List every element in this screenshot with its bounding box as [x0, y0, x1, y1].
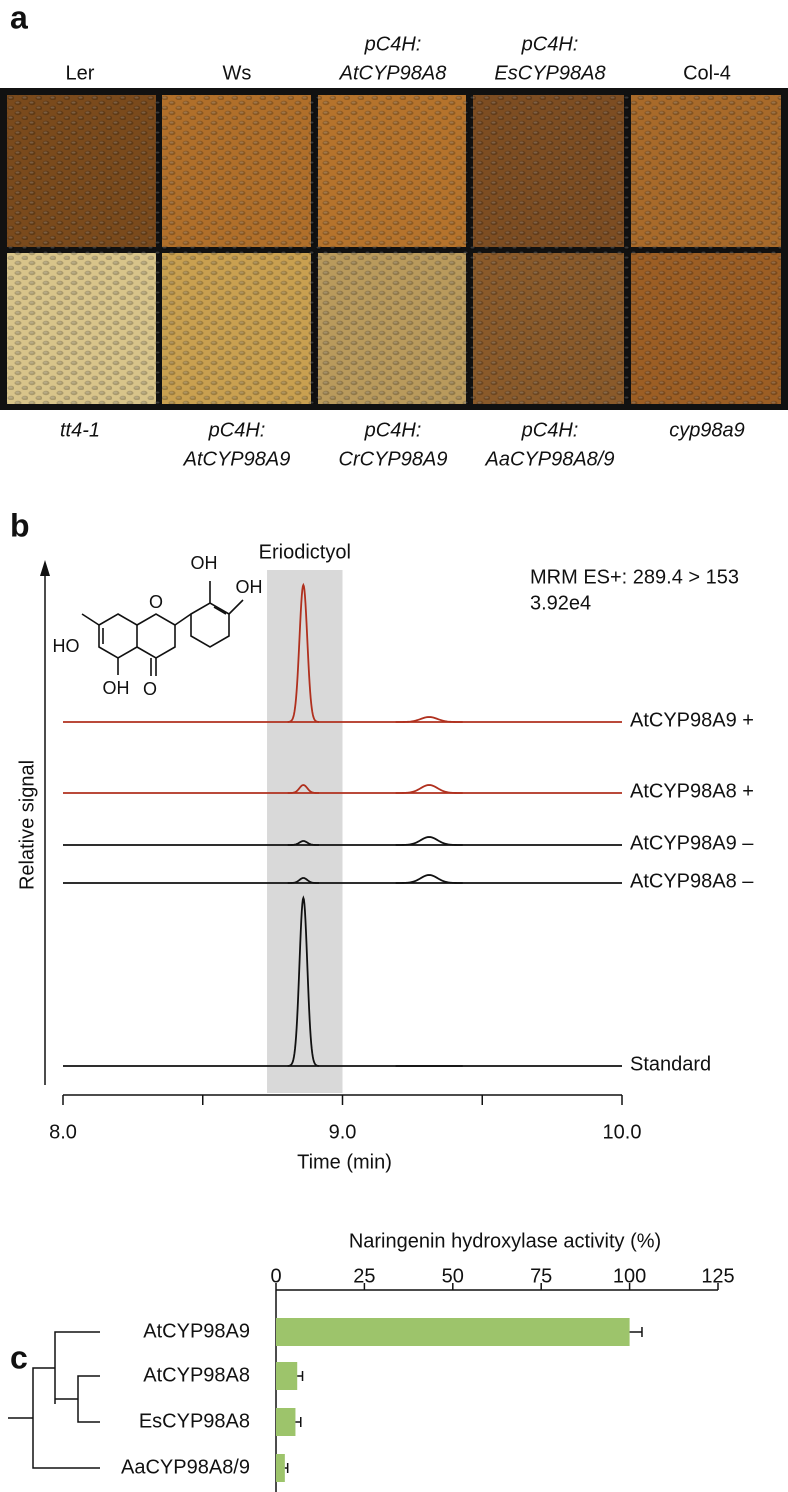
structure [81, 581, 244, 676]
x-axis-label: Time (min) [297, 1151, 392, 1173]
x-tick-label: 9.0 [329, 1121, 357, 1143]
top-label: EsCYP98A8 [494, 62, 605, 84]
top-label: Ws [223, 62, 252, 84]
x-tick-label: 8.0 [49, 1121, 77, 1143]
bottom-label: pC4H: [208, 419, 266, 441]
top-label: Col-4 [683, 62, 731, 84]
peak [395, 784, 463, 794]
bottom-label: AtCYP98A9 [183, 448, 291, 470]
error-bar [629, 1327, 643, 1337]
category-label: AtCYP98A9 [143, 1320, 250, 1342]
seed-texture [7, 95, 781, 404]
category-label: AaCYP98A8/9 [121, 1456, 250, 1478]
panel-letter: a [10, 0, 28, 35]
top-label: pC4H: [364, 33, 422, 55]
bottom-label: AaCYP98A8/9 [485, 448, 615, 470]
bottom-label: CrCYP98A9 [339, 448, 448, 470]
peak [287, 784, 320, 794]
peak [287, 877, 320, 884]
top-label: pC4H: [521, 33, 579, 55]
x-tick-label: 0 [270, 1265, 281, 1287]
structure-label: O [149, 592, 163, 612]
error-bar [284, 1463, 289, 1473]
top-label: Ler [66, 62, 95, 84]
bottom-label: pC4H: [364, 419, 422, 441]
error-bar [295, 1417, 302, 1427]
top-label: AtCYP98A8 [339, 62, 447, 84]
x-tick-label: 50 [442, 1265, 464, 1287]
annotation: MRM ES+: 289.4 > 153 [530, 566, 739, 588]
bottom-label: cyp98a9 [669, 419, 745, 441]
structure-label: O [143, 679, 157, 699]
annotation: 3.92e4 [530, 592, 591, 614]
x-tick-label: 10.0 [603, 1121, 642, 1143]
structure-label: OH [236, 577, 263, 597]
peak [287, 895, 320, 1067]
peak [287, 582, 320, 723]
trace-label: AtCYP98A8 – [630, 870, 754, 892]
trace-label: Standard [630, 1053, 711, 1075]
bar [276, 1318, 630, 1346]
error-bar [297, 1371, 304, 1381]
bar [276, 1362, 298, 1390]
y-axis-arrow [40, 560, 50, 576]
photos [7, 95, 781, 404]
x-tick-label: 125 [701, 1265, 734, 1287]
panel-letter: c [10, 1339, 28, 1375]
structure-label: HO [53, 636, 80, 656]
y-axis-label: Relative signal [16, 760, 38, 890]
category-label: EsCYP98A8 [139, 1410, 250, 1432]
trace-label: AtCYP98A9 + [630, 709, 754, 731]
x-tick-label: 100 [613, 1265, 646, 1287]
structure-label: OH [191, 553, 218, 573]
trace-label: AtCYP98A9 – [630, 832, 754, 854]
x-tick-label: 75 [530, 1265, 552, 1287]
bottom-label: pC4H: [521, 419, 579, 441]
x-axis-label: Naringenin hydroxylase activity (%) [349, 1230, 661, 1252]
bar [276, 1408, 296, 1436]
bottom-label: tt4-1 [60, 419, 100, 441]
peak [395, 716, 463, 723]
highlight-band [267, 570, 343, 1093]
highlight-label: Eriodictyol [259, 541, 351, 563]
panel-letter: b [10, 507, 30, 543]
trace-label: AtCYP98A8 + [630, 780, 754, 802]
peak [287, 840, 320, 846]
category-label: AtCYP98A8 [143, 1364, 250, 1386]
structure-label: OH [103, 678, 130, 698]
peak [395, 874, 463, 884]
phylogenetic-tree [8, 1331, 100, 1469]
peak [395, 836, 463, 846]
bar [276, 1454, 285, 1482]
x-tick-label: 25 [353, 1265, 375, 1287]
